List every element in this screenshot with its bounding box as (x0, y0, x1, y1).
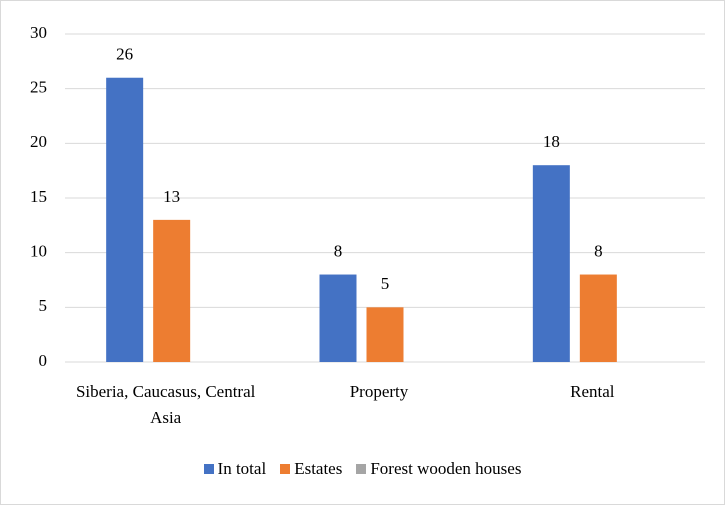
data-label: 5 (381, 274, 390, 293)
legend-label: In total (217, 459, 267, 478)
data-label: 13 (163, 187, 180, 206)
legend-item: In total (203, 459, 267, 479)
data-label: 18 (543, 132, 560, 151)
legend-swatch (203, 464, 214, 474)
y-tick-label: 15 (30, 187, 47, 206)
legend-item: Forest wooden houses (356, 459, 521, 479)
legend: In total Estates Forest wooden houses (1, 459, 724, 479)
legend-swatch (356, 464, 367, 474)
bar (366, 307, 404, 362)
y-tick-label: 25 (30, 78, 47, 97)
bar (153, 219, 191, 362)
y-tick-label: 10 (30, 242, 47, 261)
bar (532, 165, 570, 362)
legend-label: Forest wooden houses (370, 459, 522, 478)
y-tick-label: 30 (30, 23, 47, 42)
legend-swatch (280, 464, 291, 474)
data-label: 26 (116, 45, 133, 64)
y-tick-label: 5 (39, 296, 48, 315)
y-tick-label: 0 (39, 351, 48, 370)
x-tick-label: Rental (570, 382, 615, 401)
legend-item: Estates (280, 459, 342, 479)
bar (579, 274, 617, 362)
data-label: 8 (334, 241, 343, 260)
legend-label: Estates (294, 459, 343, 478)
bar (319, 274, 357, 362)
y-tick-label: 20 (30, 132, 47, 151)
x-tick-label: Property (349, 382, 409, 401)
data-label: 8 (594, 241, 603, 260)
x-tick-label: Siberia, Caucasus, Central Asia (75, 382, 256, 427)
bar (106, 77, 144, 362)
